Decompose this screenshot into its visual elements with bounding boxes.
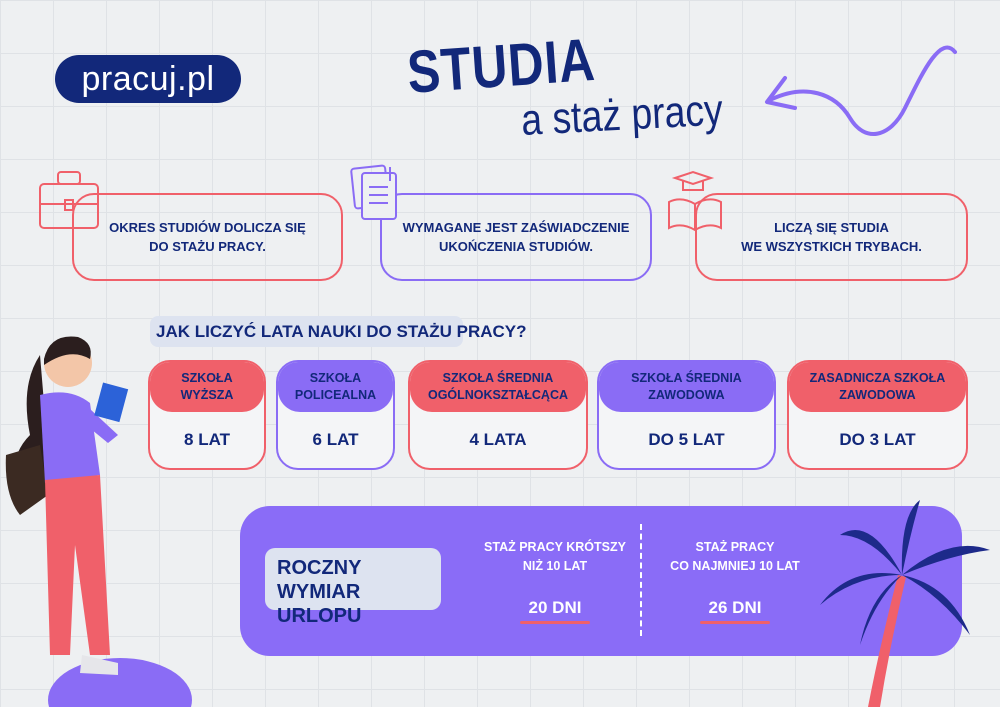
school-card-post-secondary: SZKOŁA POLICEALNA 6 LAT [276,360,395,470]
page-subtitle: a staż pracy [520,85,724,145]
school-card-general-secondary: SZKOŁA ŚREDNIA OGÓLNOKSZTAŁCĄCA 4 LATA [408,360,588,470]
vacation-column-under-10: STAŻ PRACY KRÓTSZY NIŻ 10 LAT 20 DNI [455,538,655,624]
school-card-basic-vocational: ZASADNICZA SZKOŁA ZAWODOWA DO 3 LAT [787,360,968,470]
vacation-condition: STAŻ PRACY KRÓTSZY NIŻ 10 LAT [484,540,626,573]
info-box-study-period: OKRES STUDIÓW DOLICZA SIĘ DO STAŻU PRACY… [72,193,343,281]
logo-text: pracuj.pl [81,59,215,98]
woman-reading-illustration [5,336,192,707]
school-name: ZASADNICZA SZKOŁA ZAWODOWA [789,362,966,412]
school-years: DO 5 LAT [648,430,725,449]
info-text: LICZĄ SIĘ STUDIA WE WSZYSTKICH TRYBACH. [741,219,922,255]
info-box-certificate: WYMAGANE JEST ZAŚWIADCZENIE UKOŃCZENIA S… [380,193,652,281]
school-name: SZKOŁA ŚREDNIA ZAWODOWA [599,362,774,412]
palm-tree-icon [820,500,990,707]
school-card-vocational-secondary: SZKOŁA ŚREDNIA ZAWODOWA DO 5 LAT [597,360,776,470]
school-name: SZKOŁA WYŻSZA [150,362,264,412]
vacation-days: 20 DNI [528,597,582,617]
underline [700,620,770,624]
info-text: OKRES STUDIÓW DOLICZA SIĘ DO STAŻU PRACY… [109,219,306,255]
graduation-book-icon [668,170,722,232]
underline [520,620,590,624]
vacation-column-over-10: STAŻ PRACY CO NAJMNIEJ 10 LAT 26 DNI [635,538,835,624]
school-card-higher: SZKOŁA WYŻSZA 8 LAT [148,360,266,470]
school-name: SZKOŁA ŚREDNIA OGÓLNOKSZTAŁCĄCA [410,362,586,412]
info-text: WYMAGANE JEST ZAŚWIADCZENIE UKOŃCZENIA S… [402,219,630,255]
pracuj-logo[interactable]: pracuj.pl [55,55,241,103]
squiggle-arrow-icon [765,45,957,136]
divider [640,524,642,636]
info-box-study-modes: LICZĄ SIĘ STUDIA WE WSZYSTKICH TRYBACH. [695,193,968,281]
school-name: SZKOŁA POLICEALNA [278,362,393,412]
school-years: 6 LAT [312,430,359,449]
vacation-label: ROCZNY WYMIAR URLOPU [265,548,441,627]
document-icon [350,164,397,220]
school-years: 8 LAT [184,430,230,449]
vacation-days: 26 DNI [708,597,762,617]
briefcase-icon [39,171,99,229]
question-heading: JAK LICZYĆ LATA NAUKI DO STAŻU PRACY? [150,316,527,347]
school-years: DO 3 LAT [839,430,916,449]
vacation-condition: STAŻ PRACY CO NAJMNIEJ 10 LAT [670,540,800,573]
school-years: 4 LATA [469,430,527,449]
